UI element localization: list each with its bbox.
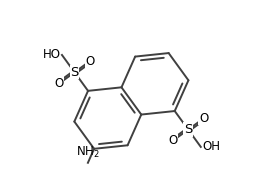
Text: O: O (86, 55, 95, 67)
Text: OH: OH (202, 140, 220, 153)
Text: S: S (184, 123, 192, 136)
Text: S: S (70, 66, 79, 79)
Text: HO: HO (42, 49, 60, 61)
Text: NH$_2$: NH$_2$ (76, 145, 100, 160)
Text: O: O (54, 77, 64, 90)
Text: O: O (199, 112, 208, 125)
Text: O: O (168, 134, 177, 147)
